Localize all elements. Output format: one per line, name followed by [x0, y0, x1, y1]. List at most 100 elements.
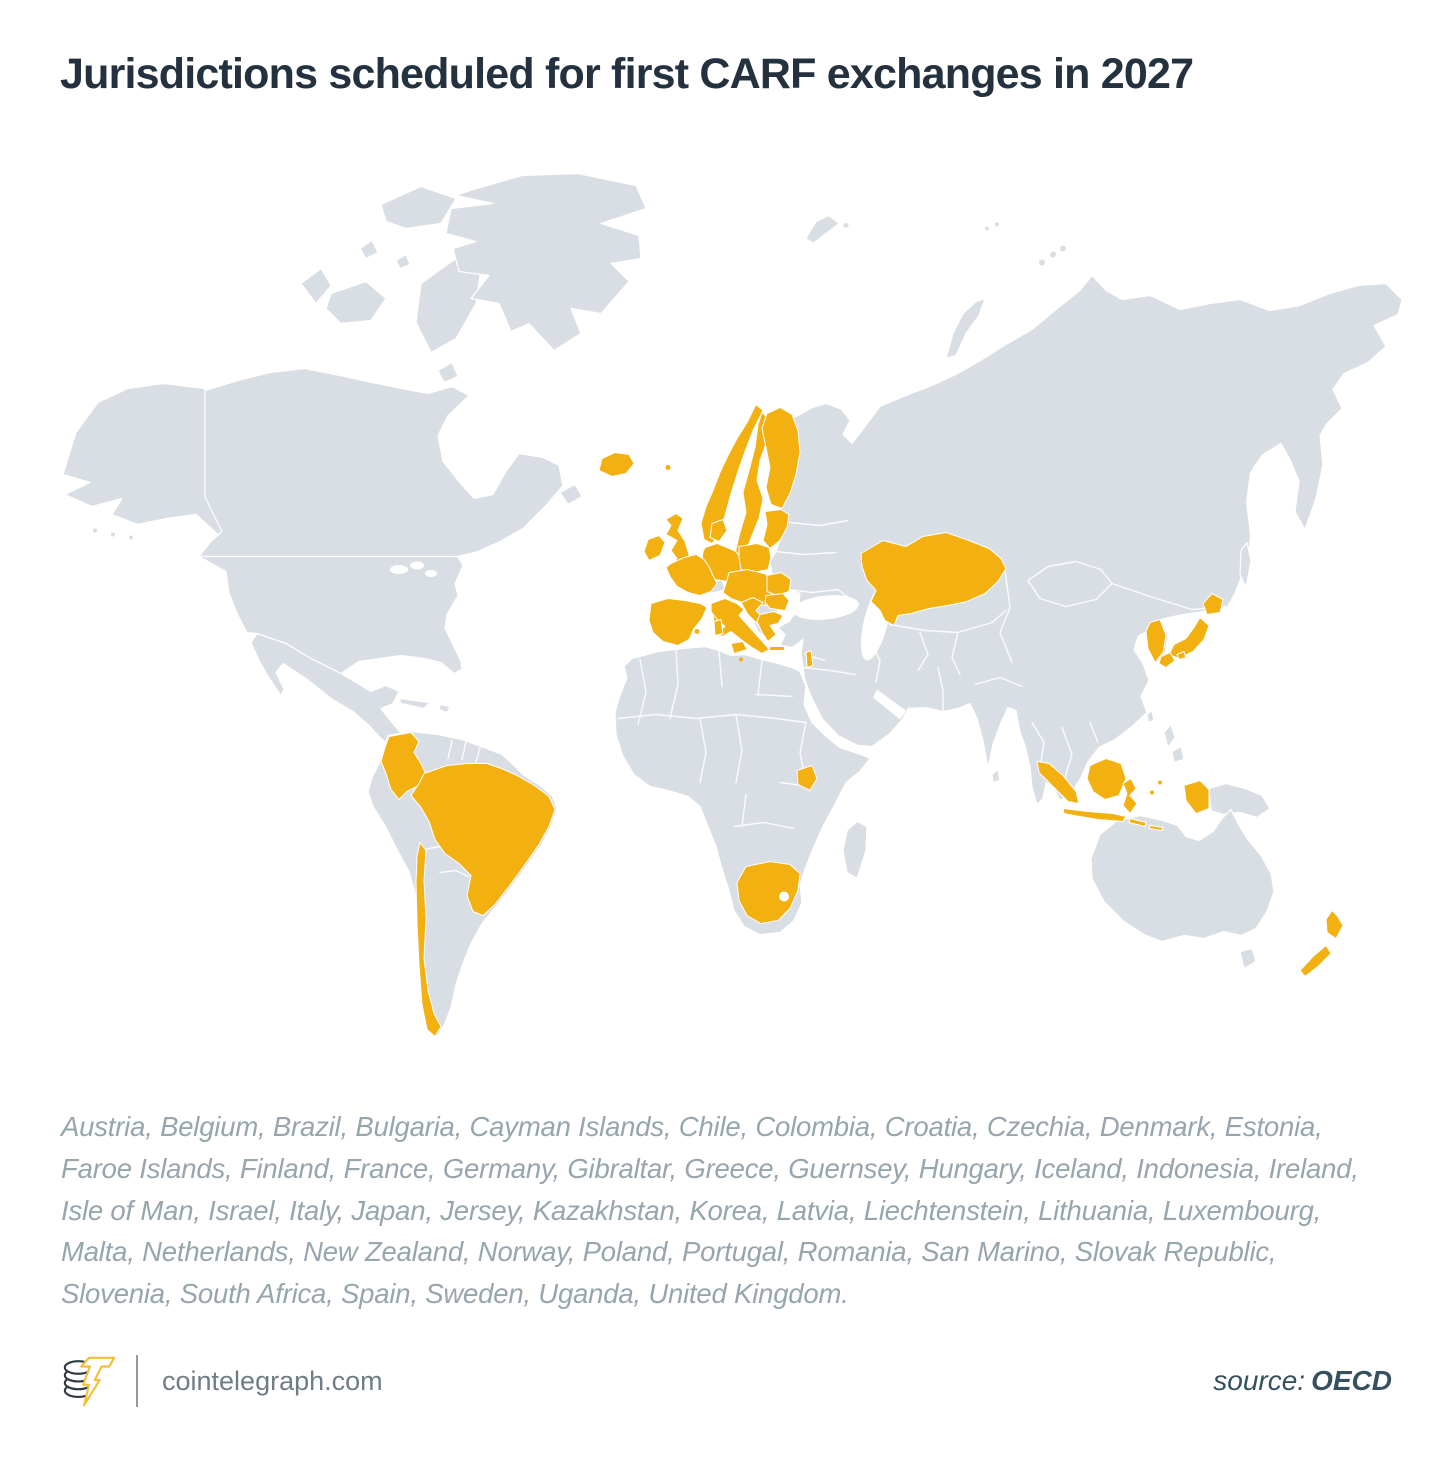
- region-sardinia: [713, 619, 724, 636]
- region-philippines: [1171, 745, 1185, 764]
- region-eurasia: [769, 274, 1403, 806]
- region-aleutians: [129, 535, 133, 540]
- source-credit: source: OECD: [1213, 1365, 1392, 1397]
- region-aleutians: [93, 528, 97, 533]
- region-south-africa: [736, 861, 801, 924]
- region-faroe-islands: [665, 465, 671, 470]
- region-alaska: [62, 382, 233, 536]
- region-sulawesi: [1122, 778, 1138, 814]
- region-sicily: [730, 641, 748, 654]
- region-south-korea: [1145, 619, 1167, 663]
- region-bulgaria: [764, 593, 790, 611]
- region-finland: [761, 407, 801, 509]
- region-maluku: [1150, 790, 1154, 795]
- region-kazakhstan: [860, 532, 1007, 626]
- region-canada: [198, 367, 564, 558]
- page-title: Jurisdictions scheduled for first CARF e…: [60, 50, 1194, 98]
- region-hispaniola: [438, 703, 451, 714]
- region-arctic-islet: [995, 222, 999, 227]
- region-japan-hokkaido: [1202, 593, 1224, 615]
- region-malta: [739, 657, 743, 662]
- region-france: [665, 554, 718, 596]
- region-uganda: [796, 765, 818, 791]
- region-sumatra: [1036, 761, 1080, 804]
- region-sri-lanka: [991, 768, 1001, 784]
- region-new-zealand-north: [1325, 910, 1344, 939]
- region-arctic-islet: [1060, 245, 1066, 252]
- brand: cointelegraph.com: [60, 1351, 383, 1411]
- region-japan-honshu: [1168, 617, 1210, 659]
- region-japan-shikoku: [1176, 651, 1187, 660]
- region-papua-new-guinea: [1208, 782, 1271, 819]
- region-arctic-islet: [985, 226, 989, 231]
- region-africa: [614, 645, 871, 936]
- region-borneo: [1086, 758, 1127, 800]
- region-balearics: [694, 629, 700, 634]
- region-romania: [766, 572, 792, 596]
- region-java: [1062, 808, 1127, 822]
- region-greenland: [445, 172, 647, 352]
- region-greece: [756, 611, 784, 642]
- cointelegraph-logo: [63, 1356, 116, 1407]
- region-ireland: [643, 535, 666, 561]
- region-cuba: [398, 697, 431, 710]
- divider: [136, 1355, 138, 1407]
- country-list: Austria, Belgium, Brazil, Bulgaria, Caym…: [61, 1111, 1359, 1310]
- region-newfoundland: [559, 483, 583, 506]
- region-west-papua: [1183, 780, 1210, 814]
- region-chile: [415, 842, 442, 1037]
- black-sea: [793, 595, 859, 620]
- sea-of-okhotsk: [1246, 443, 1296, 559]
- region-maluku: [1158, 780, 1162, 785]
- source-value: OECD: [1311, 1365, 1392, 1396]
- region-norway: [700, 404, 764, 544]
- region-svalbard: [805, 214, 840, 245]
- world-map: [0, 160, 1450, 1045]
- region-taiwan: [1146, 709, 1155, 724]
- source-label: source:: [1213, 1365, 1306, 1396]
- region-poland: [738, 543, 772, 573]
- region-baltics: [762, 509, 790, 549]
- region-sakhalin: [1239, 541, 1252, 589]
- region-svalbard: [843, 223, 849, 228]
- region-ellesmere-island: [380, 185, 457, 230]
- region-iceland: [598, 452, 635, 477]
- region-usa: [198, 555, 464, 675]
- region-lesotho: [779, 891, 789, 902]
- region-arctic-islet: [395, 253, 411, 270]
- site-name: cointelegraph.com: [162, 1365, 383, 1396]
- region-arctic-islet: [359, 239, 379, 260]
- region-australia: [1090, 808, 1275, 943]
- region-madagascar: [842, 820, 868, 880]
- region-aleutians: [111, 532, 115, 537]
- region-philippines: [1163, 723, 1176, 749]
- region-israel: [805, 650, 814, 668]
- persian-gulf: [873, 689, 906, 720]
- region-lesser-sundas: [1148, 825, 1164, 831]
- region-denmark: [709, 519, 728, 542]
- region-southampton-island: [437, 361, 459, 384]
- map-highlight-layer: [380, 404, 1344, 1037]
- region-novaya-zemlya: [945, 297, 986, 360]
- great-lakes: [425, 570, 437, 577]
- region-brazil: [410, 763, 556, 916]
- region-japan-kyushu: [1158, 652, 1176, 668]
- footer: cointelegraph.com source: OECD: [60, 1348, 1392, 1414]
- region-arctic-islet: [1050, 251, 1056, 258]
- region-lesser-sundas: [1128, 818, 1147, 827]
- region-banks-island: [300, 267, 332, 305]
- great-lakes: [410, 561, 424, 570]
- region-colombia: [380, 732, 427, 800]
- map-sea-layer: [390, 443, 1296, 720]
- region-arctic-islet: [1039, 259, 1045, 266]
- lightning-t-icon: [80, 1356, 116, 1407]
- region-spain-portugal: [648, 598, 708, 646]
- region-crete: [768, 646, 786, 651]
- region-victoria-island: [325, 280, 387, 325]
- region-italy: [710, 598, 770, 654]
- great-lakes: [390, 565, 408, 574]
- region-new-zealand-south: [1299, 945, 1332, 977]
- world-map-svg: [62, 172, 1403, 1038]
- region-tasmania: [1239, 947, 1257, 970]
